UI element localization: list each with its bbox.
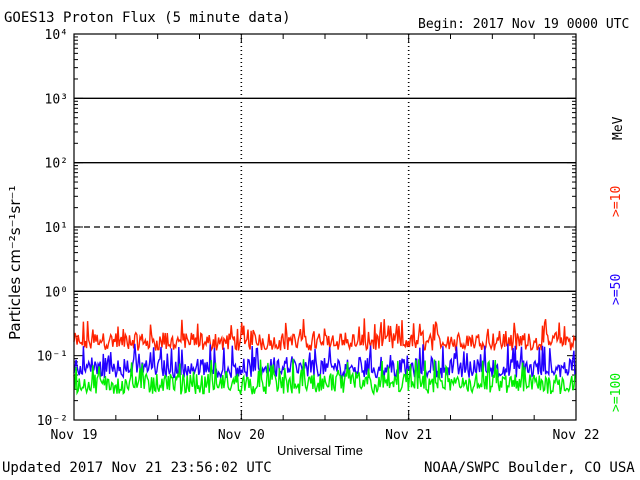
unit-label: MeV	[611, 116, 626, 140]
x-tick-label: Nov 22	[553, 428, 600, 443]
y-tick-label: 10⁴	[45, 28, 68, 43]
series-line-ge10	[73, 318, 577, 353]
y-tick-label: 10³	[45, 92, 68, 107]
credit: NOAA/SWPC Boulder, CO USA	[424, 460, 635, 476]
plot-frame	[73, 33, 577, 421]
x-axis-label: Universal Time	[277, 443, 363, 458]
series-line-ge100	[73, 358, 577, 396]
y-tick-label: 10²	[45, 157, 68, 172]
y-tick-label: 10⁻¹	[37, 350, 68, 365]
legend-ge50: >=50	[609, 273, 624, 305]
updated-timestamp: Updated 2017 Nov 21 23:56:02 UTC	[2, 460, 272, 476]
chart-title: GOES13 Proton Flux (5 minute data)	[4, 10, 291, 26]
y-tick-label: 10⁻²	[37, 414, 68, 429]
begin-date: Begin: 2017 Nov 19 0000 UTC	[418, 17, 630, 32]
legend-ge10: >=10	[609, 185, 624, 217]
x-tick-label: Nov 20	[218, 428, 265, 443]
x-tick-label: Nov 19	[51, 428, 98, 443]
series-line-ge50	[73, 343, 577, 381]
legend-ge100: >=100	[609, 372, 624, 412]
y-tick-label: 10⁰	[45, 285, 68, 300]
y-axis-label: Particles cm⁻²s⁻¹sr⁻¹	[6, 185, 24, 340]
x-tick-label: Nov 21	[385, 428, 432, 443]
y-tick-label: 10¹	[45, 221, 68, 236]
